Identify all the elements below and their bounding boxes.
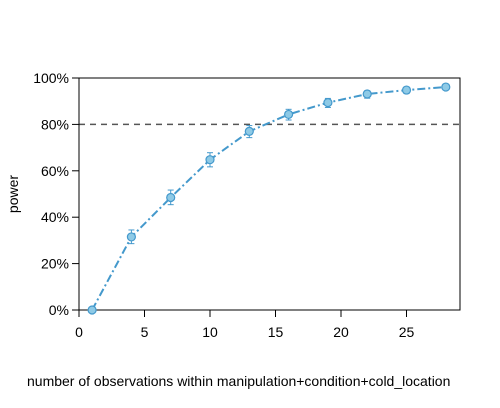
data-point (244, 126, 254, 136)
series-layer (87, 82, 451, 315)
y-tick-label: 20% (41, 256, 69, 272)
y-axis-title: power (5, 175, 21, 213)
data-point (284, 109, 294, 120)
data-point (87, 305, 97, 315)
y-axis: 0% 20% 40% 60% 80% 100% (33, 70, 80, 318)
series-line (91, 86, 446, 311)
y-tick-label: 40% (41, 209, 69, 225)
data-point (401, 85, 412, 95)
plot-frame (78, 77, 461, 311)
y-tick-label: 100% (33, 70, 69, 86)
data-point (441, 82, 451, 92)
x-tick-label: 10 (202, 324, 218, 340)
y-tick-label: 0% (49, 302, 69, 318)
y-tick-label: 60% (41, 163, 69, 179)
data-point (362, 89, 372, 99)
data-point (205, 155, 215, 165)
y-tick-label: 80% (41, 116, 69, 132)
x-tick-label: 15 (268, 324, 284, 340)
data-point (126, 232, 136, 242)
x-tick-label: 0 (75, 324, 83, 340)
data-point (323, 97, 333, 108)
data-point (166, 192, 176, 203)
x-tick-label: 20 (333, 324, 349, 340)
x-axis-title: number of observations within manipulati… (27, 373, 450, 389)
x-tick-label: 5 (141, 324, 149, 340)
x-axis: 0 5 10 15 20 25 (75, 309, 415, 340)
x-tick-label: 25 (399, 324, 415, 340)
